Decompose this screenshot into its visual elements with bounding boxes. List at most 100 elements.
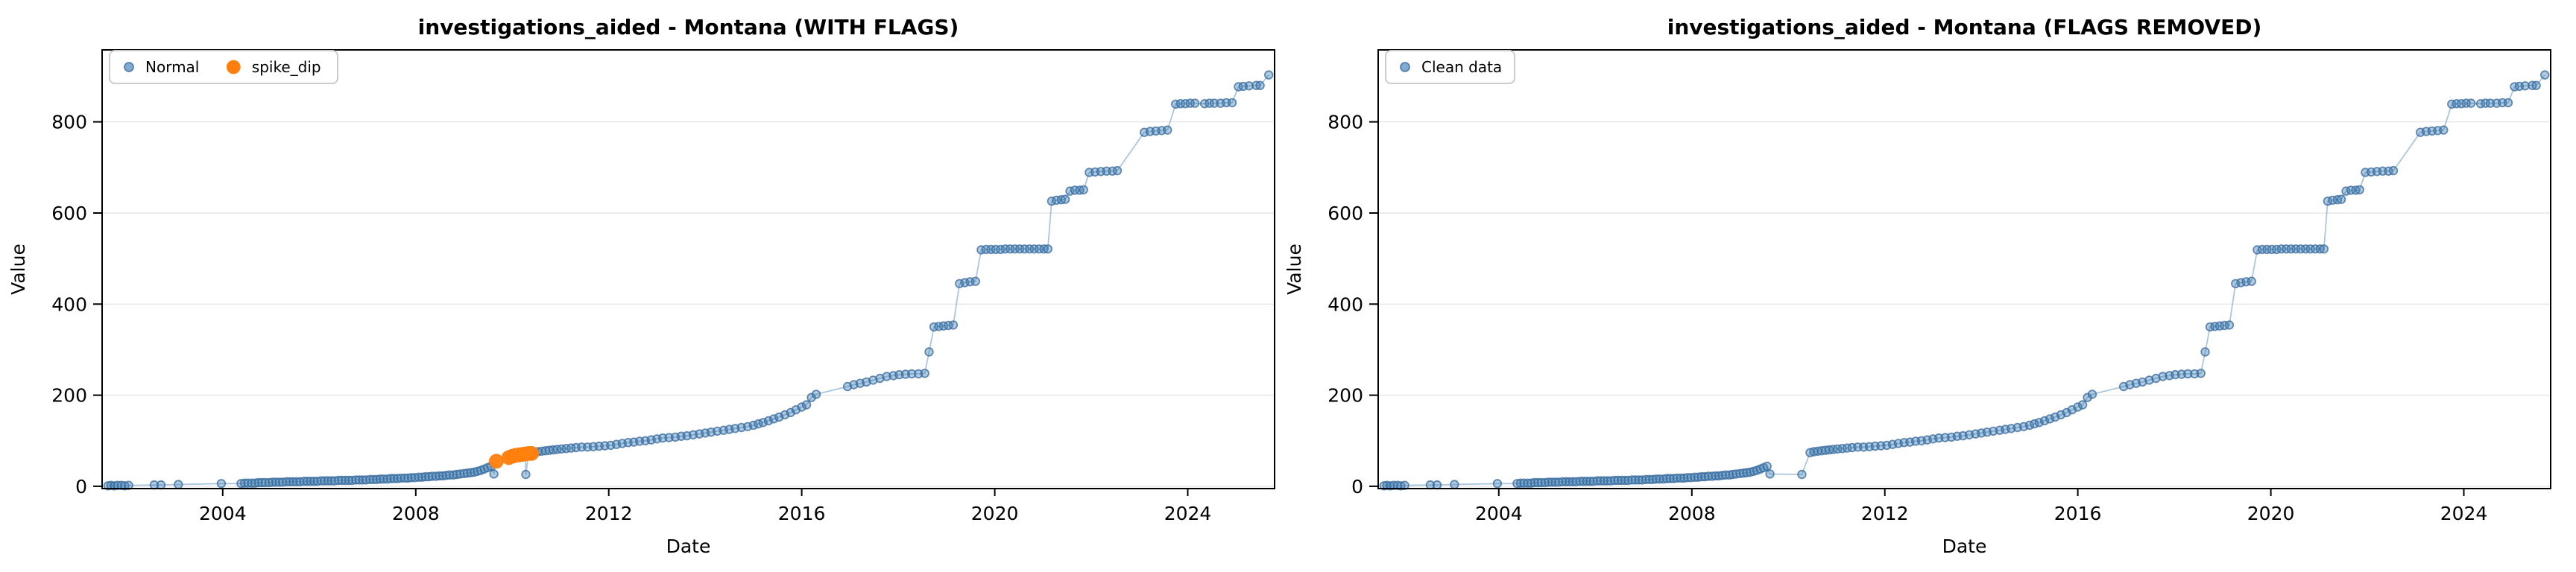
- y-axis-label: Value: [1284, 244, 1305, 295]
- x-tick-label: 2008: [392, 503, 440, 524]
- legend-label: Clean data: [1421, 58, 1502, 76]
- axes-spines: [1377, 49, 2551, 489]
- y-tick-label: 400: [1328, 293, 1363, 315]
- legend-box: [109, 50, 338, 84]
- data-point-normal: [1209, 98, 1219, 108]
- series-spike-dip: [489, 446, 539, 469]
- data-point-clean-data: [2247, 276, 2256, 286]
- data-point-normal: [1043, 244, 1053, 254]
- data-point-normal: [1255, 80, 1265, 90]
- y-tick-label: 800: [51, 112, 87, 133]
- y-tick-label: 600: [1328, 203, 1363, 224]
- data-point-clean-data: [1762, 461, 1772, 471]
- data-point-normal: [1079, 185, 1088, 195]
- x-tick-label: 2012: [1861, 503, 1909, 524]
- data-point-normal: [920, 369, 929, 378]
- data-point-normal: [811, 390, 821, 399]
- plot-area: [1378, 50, 2551, 489]
- y-tick-label: 400: [51, 293, 87, 315]
- legend-box: [1385, 50, 1515, 84]
- data-point-clean-data: [1432, 480, 1442, 490]
- data-point-normal: [489, 469, 499, 479]
- data-point-clean-data: [2224, 320, 2235, 330]
- legend-marker-icon: [124, 62, 134, 72]
- legend-marker-icon: [1400, 62, 1410, 72]
- data-point-spike-dip: [524, 446, 539, 461]
- data-point-clean-data: [2077, 400, 2088, 410]
- legend-label: Normal: [145, 58, 199, 76]
- data-point-clean-data: [2503, 98, 2513, 108]
- data-point-normal: [1163, 125, 1172, 135]
- data-point-normal: [948, 320, 959, 330]
- legend-label: spike_dip: [252, 58, 321, 76]
- x-axis-label: Date: [666, 536, 711, 557]
- data-point-clean-data: [1765, 469, 1775, 479]
- data-point-clean-data: [2200, 347, 2210, 357]
- y-tick-label: 800: [1328, 112, 1363, 133]
- x-tick-label: 2016: [2054, 503, 2102, 524]
- x-tick-label: 2016: [778, 503, 826, 524]
- x-tick-label: 2024: [1164, 503, 1212, 524]
- data-point-clean-data: [2355, 185, 2364, 195]
- data-point-clean-data: [2485, 98, 2496, 108]
- chart-title: investigations_aided - Montana (FLAGS RE…: [1667, 15, 2262, 39]
- data-point-normal: [156, 480, 166, 490]
- data-point-clean-data: [2196, 369, 2206, 378]
- chart-flags-removed: 2004 2008 2012 2016 2020 2024 0 200 400 600 800 Dat…: [1284, 15, 2551, 557]
- plot-area: [102, 50, 1275, 489]
- data-point-normal: [1112, 165, 1123, 176]
- legend: Normal spike_dip: [109, 50, 338, 84]
- data-point-clean-data: [1797, 469, 1807, 480]
- data-point-normal: [1263, 70, 1274, 80]
- data-point-clean-data: [2439, 125, 2449, 135]
- data-point-normal: [924, 347, 934, 357]
- data-point-normal: [970, 276, 980, 286]
- data-point-clean-data: [2182, 369, 2193, 379]
- data-point-clean-data: [1450, 480, 1459, 489]
- data-point-clean-data: [2539, 70, 2550, 80]
- data-point-normal: [797, 402, 806, 412]
- x-tick-label: 2004: [199, 503, 247, 524]
- data-point-normal: [1227, 98, 1237, 108]
- data-point-normal: [1060, 194, 1070, 204]
- data-point-normal: [906, 369, 917, 379]
- chart-title: investigations_aided - Montana (WITH FLA…: [418, 15, 959, 39]
- data-point-clean-data: [2073, 402, 2083, 412]
- legend-marker-icon: [226, 60, 241, 74]
- y-tick-label: 0: [75, 476, 87, 498]
- x-axis-label: Date: [1942, 536, 1987, 557]
- data-point-clean-data: [2319, 244, 2329, 254]
- data-point-normal: [1190, 98, 1200, 108]
- data-point-normal: [216, 479, 227, 489]
- data-point-clean-data: [2466, 98, 2476, 108]
- y-axis-label: Value: [7, 244, 29, 295]
- data-point-clean-data: [2158, 372, 2168, 381]
- y-tick-label: 200: [51, 385, 87, 407]
- chart-with-flags: 2004 2008 2012 2016 2020 2024 0 200 400 600 800 Dat…: [7, 15, 1275, 557]
- x-tick-label: 2012: [585, 503, 633, 524]
- data-point-clean-data: [2531, 80, 2541, 90]
- data-point-clean-data: [1492, 479, 1503, 489]
- x-tick-label: 2004: [1475, 503, 1523, 524]
- data-point-clean-data: [2388, 165, 2399, 176]
- legend: Clean data: [1385, 50, 1515, 84]
- x-tick-label: 2020: [971, 503, 1019, 524]
- data-point-normal: [882, 372, 891, 381]
- data-point-normal: [174, 480, 183, 489]
- axes-spines: [101, 49, 1275, 489]
- data-point-clean-data: [2336, 194, 2346, 204]
- data-point-spike-dip: [489, 454, 504, 469]
- data-point-clean-data: [2087, 390, 2097, 399]
- x-tick-label: 2024: [2440, 503, 2488, 524]
- data-point-normal: [801, 400, 812, 410]
- series-clean-data: [1379, 70, 2550, 491]
- x-tick-label: 2020: [2247, 503, 2295, 524]
- y-tick-label: 0: [1351, 476, 1363, 498]
- y-tick-label: 600: [51, 203, 87, 224]
- y-tick-label: 200: [1328, 385, 1363, 407]
- data-point-normal: [521, 469, 531, 480]
- series-normal: [103, 70, 1274, 491]
- x-tick-label: 2008: [1668, 503, 1716, 524]
